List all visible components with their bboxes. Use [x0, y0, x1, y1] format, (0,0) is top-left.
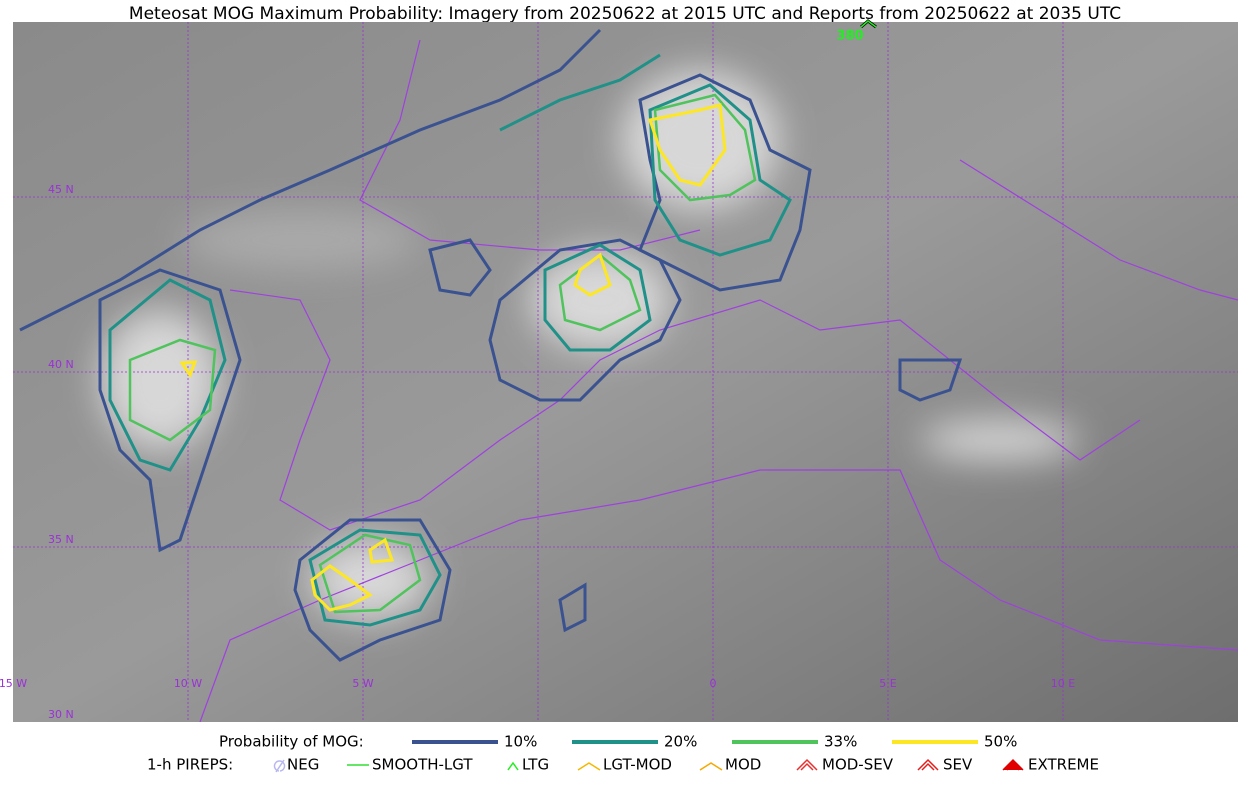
legend-label: 20% — [664, 733, 697, 751]
lat-label: 40 N — [48, 358, 74, 371]
legend-swatch — [796, 758, 818, 771]
lon-label: 5 W — [352, 677, 373, 690]
legend-swatch — [917, 758, 939, 771]
legend-label: SEV — [943, 756, 973, 774]
lon-label: 0 — [710, 677, 717, 690]
legend-title: Probability of MOG: — [219, 733, 364, 751]
legend-label: 10% — [504, 733, 537, 751]
legend-swatch — [699, 762, 723, 771]
legend-label: 50% — [984, 733, 1017, 751]
lon-label: 5 E — [879, 677, 896, 690]
legend-label: EXTREME — [1028, 756, 1099, 774]
lon-labels: 15 W 10 W 5 W 0 5 E 10 E — [0, 677, 1075, 690]
legend-label: MOD-SEV — [822, 756, 894, 774]
contours — [19, 28, 963, 662]
legend-label: NEG — [287, 756, 319, 774]
lon-label: 10 W — [174, 677, 202, 690]
legend-label: LGT-MOD — [603, 756, 672, 774]
lat-label: 35 N — [48, 533, 74, 546]
lat-label: 45 N — [48, 183, 74, 196]
report-label: 380 — [836, 29, 863, 44]
legend-swatch — [507, 761, 519, 771]
legend-swatch — [1002, 758, 1024, 771]
legend: 10% 20% 33% 50% NEG SMOOTH-LGT LTG LGT-MOD MOD MO… — [273, 733, 1099, 774]
report-icon — [860, 20, 877, 28]
legend-swatch — [273, 759, 286, 773]
legend-swatch — [577, 762, 601, 771]
legend-title: 1-h PIREPS: — [147, 756, 233, 774]
title: Meteosat MOG Maximum Probability: Imager… — [129, 4, 1121, 24]
legend-label: 33% — [824, 733, 857, 751]
grid — [13, 22, 1238, 722]
lat-labels: 45 N 40 N 35 N 30 N — [48, 183, 74, 721]
lat-label: 30 N — [48, 708, 74, 721]
lon-label: 10 E — [1051, 677, 1075, 690]
legend-label: MOD — [725, 756, 761, 774]
map — [13, 22, 1238, 722]
lon-label: 15 W — [0, 677, 27, 690]
legend-label: LTG — [522, 756, 549, 774]
legend-label: SMOOTH-LGT — [372, 756, 473, 774]
